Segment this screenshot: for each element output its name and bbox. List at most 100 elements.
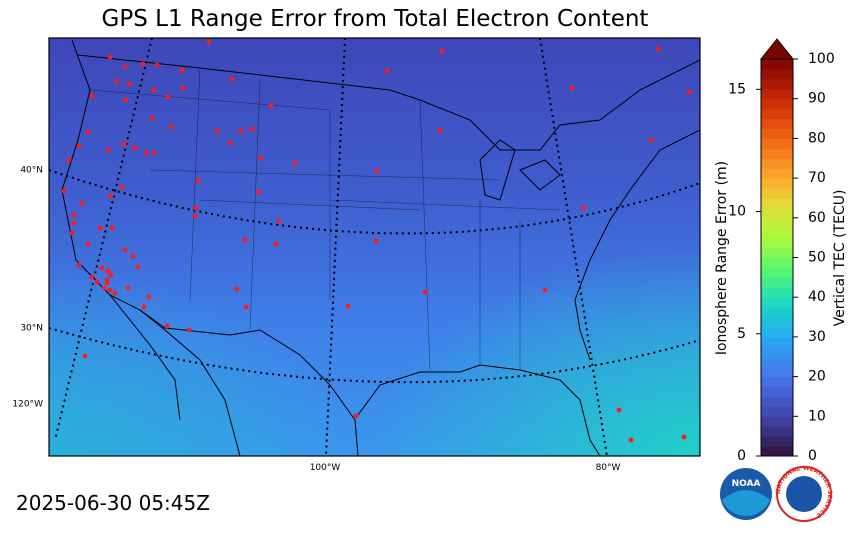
station (94, 279, 100, 285)
station (437, 127, 443, 133)
station (108, 193, 114, 199)
station (195, 178, 201, 184)
station (151, 87, 157, 93)
station (105, 268, 111, 274)
colorbar-band (761, 426, 793, 437)
tick-label: 90 (808, 91, 826, 107)
colorbar-band (761, 287, 793, 298)
colorbar-band (761, 346, 793, 358)
tick-label: 80 (808, 130, 826, 146)
station (112, 290, 118, 296)
station (140, 61, 146, 67)
station (154, 62, 160, 68)
station (149, 115, 155, 121)
station (193, 205, 199, 211)
station (79, 200, 85, 206)
colorbar-band (761, 376, 793, 388)
colorbar-band (761, 257, 793, 268)
station (276, 218, 282, 224)
station (422, 289, 428, 295)
lon-label: 100°W (310, 463, 341, 473)
station (243, 304, 249, 310)
noaa-text: NOAA (732, 479, 761, 489)
colorbar-band (761, 168, 793, 179)
colorbar-band (761, 267, 793, 278)
left-axis-label: Ionosphere Range Error (m) (714, 161, 730, 355)
colorbar-band (761, 98, 793, 110)
station (268, 103, 274, 109)
colorbar-extension (759, 38, 795, 60)
station (130, 253, 136, 259)
tick-label: 60 (808, 210, 826, 226)
station (85, 129, 91, 135)
tick-label: 15 (728, 81, 746, 97)
station (229, 76, 235, 82)
tick-label: 0 (808, 448, 817, 464)
station (121, 141, 127, 147)
colorbar: 0 10 20 30 40 50 60 70 80 90 100 0 5 10 15 (728, 38, 835, 464)
colorbar-band (761, 118, 793, 129)
title: GPS L1 Range Error from Total Electron C… (102, 6, 649, 32)
tick-label: 100 (808, 51, 835, 67)
station (165, 94, 171, 100)
station (273, 241, 279, 247)
station (126, 81, 132, 87)
station (292, 160, 298, 166)
station (141, 304, 147, 310)
station (146, 294, 152, 300)
colorbar-band (761, 436, 793, 447)
colorbar-band (761, 68, 793, 80)
station (105, 147, 111, 153)
station (580, 205, 586, 211)
colorbar-band (761, 59, 793, 70)
map-frame (48, 37, 701, 457)
station (179, 67, 185, 73)
station (258, 155, 264, 161)
colorbar-band (761, 227, 793, 239)
tick-label: 20 (808, 369, 826, 385)
station (132, 145, 138, 151)
station (107, 287, 113, 293)
station (255, 189, 261, 195)
colorbar-band (761, 446, 793, 457)
station (122, 64, 128, 70)
station (104, 280, 110, 286)
station (61, 188, 67, 194)
station (616, 407, 622, 413)
tick-label: 10 (728, 204, 746, 220)
station (249, 126, 255, 132)
station (107, 54, 113, 60)
colorbar-band (761, 386, 793, 397)
lon-label: 120°W (12, 400, 43, 410)
tick-label: 0 (737, 448, 746, 464)
station (569, 85, 575, 91)
colorbar-band (761, 336, 793, 348)
station (135, 264, 141, 270)
station (628, 437, 634, 443)
station (686, 89, 692, 95)
colorbar-band (761, 188, 793, 199)
station (542, 287, 548, 293)
station (373, 238, 379, 244)
station (168, 124, 174, 130)
station (164, 323, 170, 329)
station (108, 272, 114, 278)
tick-label: 10 (808, 408, 826, 424)
colorbar-band (761, 88, 793, 100)
colorbar-band (761, 277, 793, 288)
right-axis-label: Vertical TEC (TECU) (832, 190, 848, 327)
station (186, 327, 192, 333)
colorbar-band (761, 416, 793, 427)
station (82, 353, 88, 359)
station (123, 97, 129, 103)
colorbar-band (761, 217, 793, 229)
colorbar-band (761, 326, 793, 338)
station (125, 285, 131, 291)
colorbar-band (761, 128, 793, 139)
station (206, 39, 212, 45)
station (143, 150, 149, 156)
station (122, 247, 128, 253)
lat-label: 40°N (20, 166, 43, 176)
station (648, 137, 654, 143)
station (85, 241, 91, 247)
